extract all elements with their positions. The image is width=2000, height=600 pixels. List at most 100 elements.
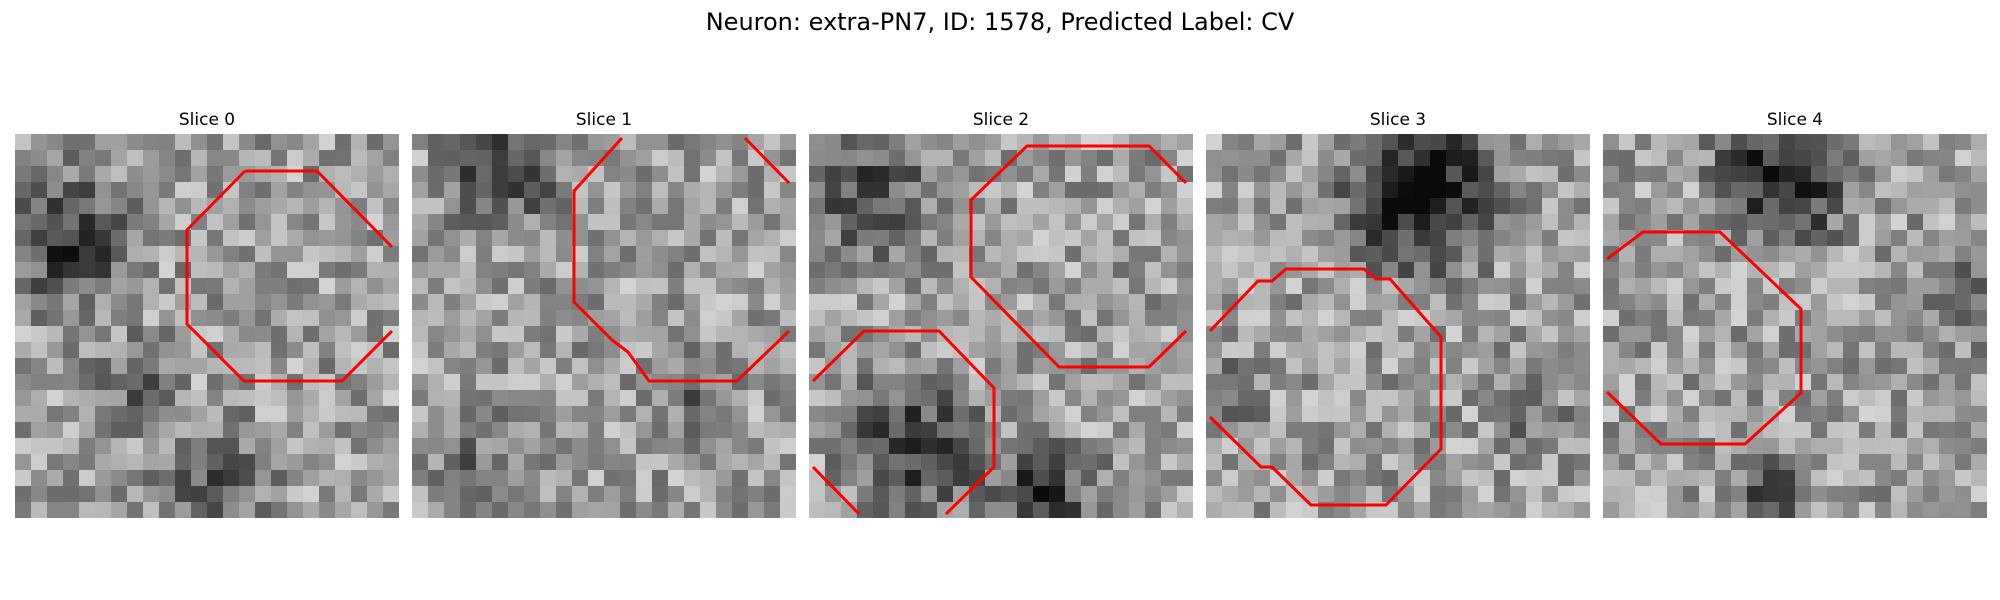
pixel xyxy=(271,246,288,263)
pixel xyxy=(556,470,573,487)
pixel xyxy=(271,150,288,167)
pixel xyxy=(444,342,461,359)
pixel xyxy=(1033,358,1050,375)
pixel xyxy=(572,278,589,295)
pixel xyxy=(732,294,749,311)
pixel xyxy=(111,326,128,343)
pixel xyxy=(1462,486,1479,503)
pixel xyxy=(31,438,48,455)
pixel xyxy=(1286,182,1303,199)
pixel xyxy=(1081,198,1098,215)
pixel xyxy=(1795,438,1812,455)
pixel xyxy=(937,374,954,391)
pixel xyxy=(1811,198,1828,215)
pixel xyxy=(1129,278,1146,295)
pixel xyxy=(367,358,384,375)
pixel xyxy=(1795,166,1812,183)
pixel xyxy=(572,406,589,423)
pixel xyxy=(1574,406,1590,423)
pixel xyxy=(95,470,112,487)
pixel xyxy=(1254,358,1271,375)
pixel xyxy=(223,230,240,247)
pixel xyxy=(764,438,781,455)
pixel xyxy=(1574,326,1590,343)
pixel xyxy=(255,390,272,407)
pixel xyxy=(1763,502,1780,518)
pixel xyxy=(1731,374,1748,391)
pixel xyxy=(1955,310,1972,327)
pixel xyxy=(1731,262,1748,279)
pixel xyxy=(63,198,80,215)
pixel xyxy=(1414,278,1431,295)
pixel xyxy=(1049,134,1066,151)
pixel xyxy=(79,278,96,295)
pixel xyxy=(1430,406,1447,423)
pixel xyxy=(1747,230,1764,247)
pixel xyxy=(1859,326,1876,343)
pixel xyxy=(1891,214,1908,231)
pixel xyxy=(239,422,256,439)
pixel xyxy=(1635,422,1652,439)
pixel xyxy=(1382,166,1399,183)
pixel xyxy=(303,134,320,151)
pixel xyxy=(1270,262,1287,279)
pixel xyxy=(604,166,621,183)
pixel xyxy=(985,358,1002,375)
pixel xyxy=(1318,374,1335,391)
pixel xyxy=(79,310,96,327)
pixel xyxy=(1446,470,1463,487)
pixel xyxy=(556,486,573,503)
pixel xyxy=(1478,502,1495,518)
pixel xyxy=(1350,470,1367,487)
pixel xyxy=(1558,246,1575,263)
pixel xyxy=(111,454,128,471)
pixel xyxy=(1113,166,1130,183)
pixel xyxy=(207,502,224,518)
pixel xyxy=(1667,278,1684,295)
pixel xyxy=(1065,294,1082,311)
pixel xyxy=(1763,246,1780,263)
pixel xyxy=(1129,166,1146,183)
pixel xyxy=(303,486,320,503)
pixel xyxy=(748,198,765,215)
pixel xyxy=(31,134,48,151)
pixel xyxy=(1731,342,1748,359)
pixel xyxy=(953,198,970,215)
pixel xyxy=(1494,214,1511,231)
pixel xyxy=(1558,470,1575,487)
pixel xyxy=(1254,262,1271,279)
pixel xyxy=(684,486,701,503)
pixel xyxy=(969,502,986,518)
pixel xyxy=(1619,438,1636,455)
pixel xyxy=(524,358,541,375)
pixel xyxy=(287,358,304,375)
pixel xyxy=(1254,150,1271,167)
pixel xyxy=(1907,294,1924,311)
pixel xyxy=(748,150,765,167)
pixel xyxy=(1462,182,1479,199)
pixel xyxy=(1366,310,1383,327)
pixel xyxy=(1145,134,1162,151)
pixel xyxy=(1795,198,1812,215)
pixel xyxy=(460,214,477,231)
pixel xyxy=(540,342,557,359)
pixel xyxy=(1779,134,1796,151)
pixel xyxy=(31,246,48,263)
pixel xyxy=(111,166,128,183)
pixel xyxy=(1731,294,1748,311)
pixel xyxy=(191,150,208,167)
pixel xyxy=(428,470,445,487)
pixel xyxy=(508,454,525,471)
pixel xyxy=(937,246,954,263)
pixel xyxy=(748,374,765,391)
pixel xyxy=(1619,294,1636,311)
pixel xyxy=(1177,342,1193,359)
pixel xyxy=(1129,214,1146,231)
pixel xyxy=(668,182,685,199)
pixel xyxy=(1398,246,1415,263)
pixel xyxy=(159,486,176,503)
pixel xyxy=(1366,374,1383,391)
pixel xyxy=(1414,358,1431,375)
pixel xyxy=(1635,198,1652,215)
pixel xyxy=(1635,358,1652,375)
